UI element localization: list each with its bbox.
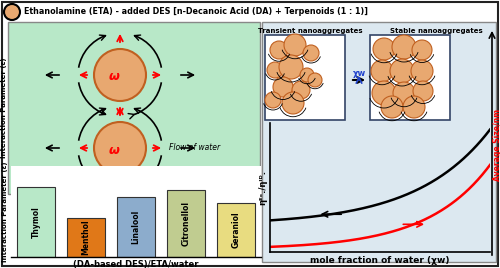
FancyBboxPatch shape [8,22,260,194]
Circle shape [300,68,314,82]
Circle shape [292,81,310,99]
FancyBboxPatch shape [262,22,496,262]
Circle shape [282,92,304,114]
Text: Transient nanoaggregates: Transient nanoaggregates [258,28,362,34]
Text: Menthol: Menthol [82,220,90,255]
Circle shape [392,35,416,59]
Text: High PDI, less ηᴱˣ/ηᴵᴰ: High PDI, less ηᴱˣ/ηᴵᴰ [271,123,339,130]
Text: Citronellol: Citronellol [182,201,190,246]
Y-axis label: ηᴱˣ./ηᴵᴰ.: ηᴱˣ./ηᴵᴰ. [258,170,267,205]
Text: Flow of water: Flow of water [170,143,220,152]
Circle shape [411,60,433,82]
Circle shape [390,59,414,83]
X-axis label: (DA-based DES)/ETA/water: (DA-based DES)/ETA/water [73,260,199,268]
FancyBboxPatch shape [265,35,345,120]
X-axis label: mole fraction of water (χw): mole fraction of water (χw) [310,256,450,265]
Y-axis label: Interaction Parameter (ε): Interaction Parameter (ε) [2,161,8,262]
Circle shape [284,34,306,56]
Circle shape [273,77,293,97]
Text: Thymol: Thymol [32,206,40,238]
Text: ω: ω [108,143,120,157]
Circle shape [267,62,283,78]
FancyBboxPatch shape [2,2,498,266]
Text: χw: χw [352,69,366,77]
Circle shape [403,96,425,118]
Text: Average Size/nm: Average Size/nm [494,109,500,181]
Text: Ethanolamine (ETA) - added DES [n-Decanoic Acid (DA) + Terpenoids (1 : 1)]: Ethanolamine (ETA) - added DES [n-Decano… [24,8,368,17]
Circle shape [4,4,20,20]
Text: Stable nanoaggregates: Stable nanoaggregates [390,28,482,34]
Ellipse shape [94,49,146,101]
Bar [17,187,55,257]
Text: Geraniol: Geraniol [232,212,240,248]
Bar [67,218,105,257]
Text: Low PDI, more ηᴱˣ/ηᴵᴰ: Low PDI, more ηᴱˣ/ηᴵᴰ [375,123,445,130]
Circle shape [413,81,433,101]
Circle shape [279,55,303,79]
Circle shape [372,81,396,105]
Bar [117,196,155,257]
Text: ω: ω [108,70,120,84]
FancyBboxPatch shape [370,35,450,120]
Circle shape [381,96,403,118]
Text: Linalool: Linalool [132,210,140,244]
Text: Interaction Parameter (ε): Interaction Parameter (ε) [1,58,7,158]
Circle shape [393,82,415,104]
Circle shape [265,92,281,108]
Circle shape [373,38,395,60]
Ellipse shape [94,122,146,174]
Circle shape [303,45,319,61]
Circle shape [412,40,432,60]
Circle shape [270,41,288,59]
Circle shape [371,60,393,82]
Bar [217,203,255,257]
Bar [167,191,205,257]
Circle shape [308,73,322,87]
